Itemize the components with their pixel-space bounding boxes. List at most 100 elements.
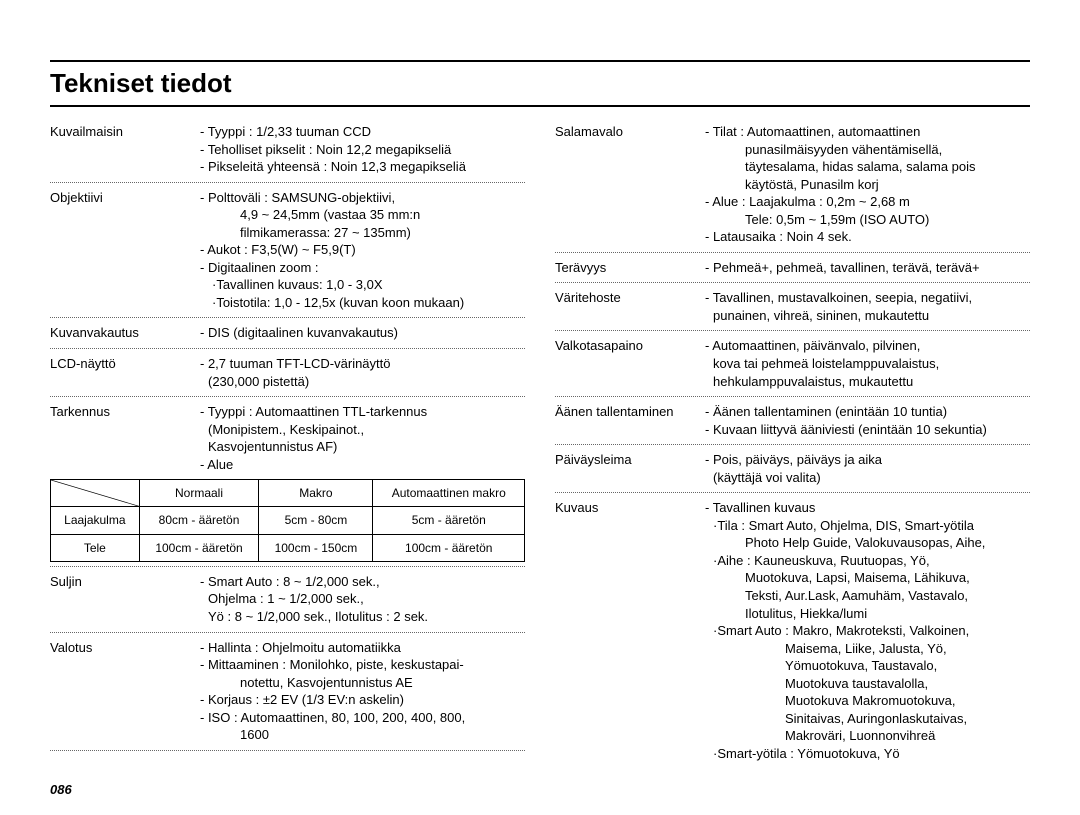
line: - Polttoväli : SAMSUNG-objektiivi, bbox=[200, 189, 525, 207]
line: Muotokuva taustavalolla, bbox=[705, 675, 1030, 693]
label: LCD-näyttö bbox=[50, 355, 200, 373]
line: - Alue : Laajakulma : 0,2m ~ 2,68 m bbox=[705, 193, 1030, 211]
label: Valkotasapaino bbox=[555, 337, 705, 355]
line: - Digitaalinen zoom : bbox=[200, 259, 525, 277]
line: Tele: 0,5m ~ 1,59m (ISO AUTO) bbox=[705, 211, 1030, 229]
line: - Tilat : Automaattinen, automaattinen bbox=[705, 123, 1030, 141]
spec-kuvanvakautus: Kuvanvakautus - DIS (digitaalinen kuvanv… bbox=[50, 322, 525, 344]
spec-teravyys: Terävyys - Pehmeä+, pehmeä, tavallinen, … bbox=[555, 257, 1030, 279]
line: Kasvojentunnistus AF) bbox=[200, 438, 525, 456]
line: (230,000 pistettä) bbox=[200, 373, 525, 391]
spec-valkotasapaino: Valkotasapaino - Automaattinen, päivänva… bbox=[555, 335, 1030, 392]
focus-range-table: Normaali Makro Automaattinen makro Laaja… bbox=[50, 479, 525, 562]
line: - DIS (digitaalinen kuvanvakautus) bbox=[200, 324, 525, 342]
value: - Polttoväli : SAMSUNG-objektiivi, 4,9 ~… bbox=[200, 189, 525, 312]
table-cell: 100cm - 150cm bbox=[259, 534, 373, 561]
spec-tarkennus: Tarkennus - Tyyppi : Automaattinen TTL-t… bbox=[50, 401, 525, 475]
line: 1600 bbox=[200, 726, 525, 744]
line: 4,9 ~ 24,5mm (vastaa 35 mm:n bbox=[200, 206, 525, 224]
column-right: Salamavalo - Tilat : Automaattinen, auto… bbox=[555, 121, 1030, 765]
line: - Pikseleitä yhteensä : Noin 12,3 megapi… bbox=[200, 158, 525, 176]
line: Yömuotokuva, Taustavalo, bbox=[705, 657, 1030, 675]
line: - Latausaika : Noin 4 sek. bbox=[705, 228, 1030, 246]
spec-suljin: Suljin - Smart Auto : 8 ~ 1/2,000 sek., … bbox=[50, 571, 525, 628]
table-header: Normaali bbox=[139, 480, 259, 507]
value: - Tilat : Automaattinen, automaattinen p… bbox=[705, 123, 1030, 246]
divider bbox=[50, 632, 525, 633]
spec-kuvaus: Kuvaus - Tavallinen kuvaus ·Tila : Smart… bbox=[555, 497, 1030, 764]
page-title: Tekniset tiedot bbox=[50, 68, 1030, 99]
line: punainen, vihreä, sininen, mukautettu bbox=[705, 307, 1030, 325]
line: Maisema, Liike, Jalusta, Yö, bbox=[705, 640, 1030, 658]
label: Objektiivi bbox=[50, 189, 200, 207]
line: - Korjaus : ±2 EV (1/3 EV:n askelin) bbox=[200, 691, 525, 709]
line: ·Toistotila: 1,0 - 12,5x (kuvan koon muk… bbox=[200, 294, 525, 312]
line: - ISO : Automaattinen, 80, 100, 200, 400… bbox=[200, 709, 525, 727]
spec-paivays: Päiväysleima - Pois, päiväys, päiväys ja… bbox=[555, 449, 1030, 488]
line: - Tavallinen kuvaus bbox=[705, 499, 1030, 517]
divider bbox=[50, 750, 525, 751]
label: Kuvaus bbox=[555, 499, 705, 517]
line: ·Tila : Smart Auto, Ohjelma, DIS, Smart-… bbox=[705, 517, 1030, 535]
table-row-label: Tele bbox=[51, 534, 140, 561]
value: - 2,7 tuuman TFT-LCD-värinäyttö (230,000… bbox=[200, 355, 525, 390]
table-diag-cell bbox=[51, 480, 140, 507]
value: - Pehmeä+, pehmeä, tavallinen, terävä, t… bbox=[705, 259, 1030, 277]
line: ·Aihe : Kauneuskuva, Ruutuopas, Yö, bbox=[705, 552, 1030, 570]
value: - Hallinta : Ohjelmoitu automatiikka - M… bbox=[200, 639, 525, 744]
spec-aani: Äänen tallentaminen - Äänen tallentamine… bbox=[555, 401, 1030, 440]
page-number: 086 bbox=[50, 782, 72, 797]
line: - Teholliset pikselit : Noin 12,2 megapi… bbox=[200, 141, 525, 159]
label: Salamavalo bbox=[555, 123, 705, 141]
line: täytesalama, hidas salama, salama pois bbox=[705, 158, 1030, 176]
label: Kuvanvakautus bbox=[50, 324, 200, 342]
line: Ilotulitus, Hiekka/lumi bbox=[705, 605, 1030, 623]
line: ·Smart Auto : Makro, Makroteksti, Valkoi… bbox=[705, 622, 1030, 640]
line: - Tyyppi : 1/2,33 tuuman CCD bbox=[200, 123, 525, 141]
line: - 2,7 tuuman TFT-LCD-värinäyttö bbox=[200, 355, 525, 373]
value: - Tyyppi : Automaattinen TTL-tarkennus (… bbox=[200, 403, 525, 473]
table-cell: 100cm - ääretön bbox=[139, 534, 259, 561]
spec-salamavalo: Salamavalo - Tilat : Automaattinen, auto… bbox=[555, 121, 1030, 248]
line: hehkulamppuvalaistus, mukautettu bbox=[705, 373, 1030, 391]
divider bbox=[50, 348, 525, 349]
spec-kuvailmaisin: Kuvailmaisin - Tyyppi : 1/2,33 tuuman CC… bbox=[50, 121, 525, 178]
label: Väritehoste bbox=[555, 289, 705, 307]
value: - Äänen tallentaminen (enintään 10 tunti… bbox=[705, 403, 1030, 438]
value: - Automaattinen, päivänvalo, pilvinen, k… bbox=[705, 337, 1030, 390]
divider bbox=[555, 282, 1030, 283]
line: - Alue bbox=[200, 456, 525, 474]
line: kova tai pehmeä loistelamppuvalaistus, bbox=[705, 355, 1030, 373]
line: käytöstä, Punasilm korj bbox=[705, 176, 1030, 194]
line: ·Tavallinen kuvaus: 1,0 - 3,0X bbox=[200, 276, 525, 294]
line: - Hallinta : Ohjelmoitu automatiikka bbox=[200, 639, 525, 657]
table-row-label: Laajakulma bbox=[51, 507, 140, 534]
line: - Smart Auto : 8 ~ 1/2,000 sek., bbox=[200, 573, 525, 591]
value: - Smart Auto : 8 ~ 1/2,000 sek., Ohjelma… bbox=[200, 573, 525, 626]
line: - Kuvaan liittyvä ääniviesti (enintään 1… bbox=[705, 421, 1030, 439]
line: - Mittaaminen : Monilohko, piste, keskus… bbox=[200, 656, 525, 674]
line: - Aukot : F3,5(W) ~ F5,9(T) bbox=[200, 241, 525, 259]
divider bbox=[50, 396, 525, 397]
spec-varitehoste: Väritehoste - Tavallinen, mustavalkoinen… bbox=[555, 287, 1030, 326]
value: - Tavallinen kuvaus ·Tila : Smart Auto, … bbox=[705, 499, 1030, 762]
line: (Monipistem., Keskipainot., bbox=[200, 421, 525, 439]
divider bbox=[555, 492, 1030, 493]
divider bbox=[50, 566, 525, 567]
line: - Tyyppi : Automaattinen TTL-tarkennus bbox=[200, 403, 525, 421]
label: Terävyys bbox=[555, 259, 705, 277]
line: Muotokuva Makromuotokuva, bbox=[705, 692, 1030, 710]
value: - Tavallinen, mustavalkoinen, seepia, ne… bbox=[705, 289, 1030, 324]
line: - Pehmeä+, pehmeä, tavallinen, terävä, t… bbox=[705, 259, 1030, 277]
value: - Tyyppi : 1/2,33 tuuman CCD - Tehollise… bbox=[200, 123, 525, 176]
label: Tarkennus bbox=[50, 403, 200, 421]
label: Äänen tallentaminen bbox=[555, 403, 705, 421]
spec-valotus: Valotus - Hallinta : Ohjelmoitu automati… bbox=[50, 637, 525, 746]
label: Suljin bbox=[50, 573, 200, 591]
divider bbox=[555, 330, 1030, 331]
rule-under-title bbox=[50, 105, 1030, 107]
line: Makroväri, Luonnonvihreä bbox=[705, 727, 1030, 745]
line: notettu, Kasvojentunnistus AE bbox=[200, 674, 525, 692]
line: Sinitaivas, Auringonlaskutaivas, bbox=[705, 710, 1030, 728]
spec-objektiivi: Objektiivi - Polttoväli : SAMSUNG-objekt… bbox=[50, 187, 525, 314]
